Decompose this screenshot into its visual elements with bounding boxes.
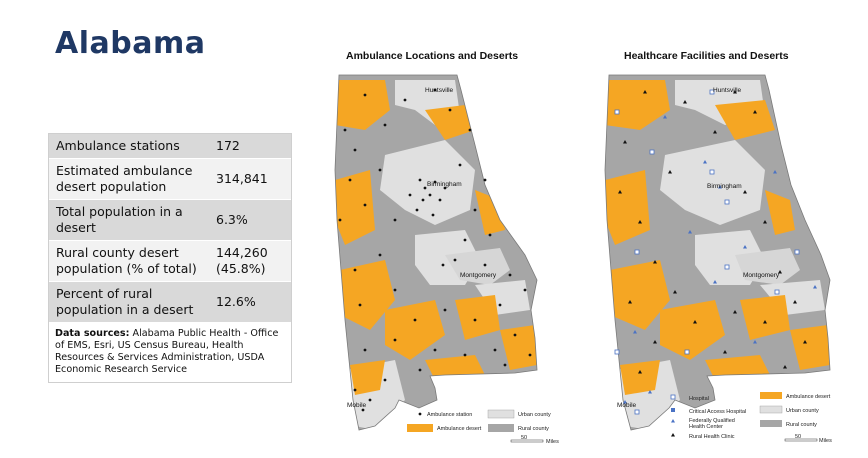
state-shape xyxy=(605,75,830,430)
legend-critical-access: Critical Access Hospital xyxy=(689,409,746,415)
legend-ambulance-desert: Ambulance desert xyxy=(786,394,831,400)
city-label-birmingham: Birmingham xyxy=(707,183,742,190)
city-label-montgomery: Montgomery xyxy=(460,272,497,279)
legend-ambulance-station: Ambulance station xyxy=(427,412,472,418)
stat-value: 144,260 (45.8%) xyxy=(216,245,268,276)
city-label-huntsville: Huntsville xyxy=(713,87,742,94)
city-label-birmingham: Birmingham xyxy=(427,181,462,188)
legend-hospital: Hospital xyxy=(689,396,709,402)
city-label-montgomery: Montgomery xyxy=(743,272,780,279)
fqhc-icon xyxy=(671,419,675,423)
stat-label: Rural county desert population (% of tot… xyxy=(56,245,197,276)
stat-value: 314,841 xyxy=(216,171,268,186)
stat-label: Estimated ambulance desert population xyxy=(56,163,193,194)
legend-urban-county: Urban county xyxy=(786,408,819,414)
legend-scale-value: 50 xyxy=(795,434,801,440)
fqhc-points xyxy=(623,115,817,404)
stat-row-desert-population: Estimated ambulance desert population 31… xyxy=(49,159,291,200)
ambulance-map: Huntsville Birmingham Montgomery Mobile … xyxy=(334,74,559,445)
stat-value: 6.3% xyxy=(216,212,248,227)
legend-ambulance-desert: Ambulance desert xyxy=(437,426,482,432)
legend-rural-clinic: Rural Health Clinic xyxy=(689,434,735,440)
map-title-healthcare: Healthcare Facilities and Deserts xyxy=(624,50,789,62)
healthcare-map-legend: Hospital Critical Access Hospital Federa… xyxy=(670,392,832,444)
map-title-ambulance: Ambulance Locations and Deserts xyxy=(346,50,519,62)
hospital-points xyxy=(614,89,800,415)
sources-text: Alabama Public Health - Office of EMS, E… xyxy=(55,328,279,375)
stat-row-rural-desert-population: Rural county desert population (% of tot… xyxy=(49,241,291,282)
legend-scale-unit: Miles xyxy=(546,439,559,445)
rural-clinic-icon xyxy=(671,433,675,437)
healthcare-map: Huntsville Birmingham Montgomery Mobile … xyxy=(604,74,832,444)
stat-row-total-population-pct: Total population in a desert 6.3% xyxy=(49,200,291,241)
legend-rural-county: Rural county xyxy=(786,422,817,428)
ambulance-station-points xyxy=(338,88,532,412)
legend-rural-county: Rural county xyxy=(518,426,549,432)
stat-value: 172 xyxy=(216,138,240,153)
stat-row-ambulance-stations: Ambulance stations 172 xyxy=(49,134,291,159)
city-label-mobile: Mobile xyxy=(617,402,637,409)
stat-label: Percent of rural population in a desert xyxy=(56,286,194,317)
sources-label: Data sources: xyxy=(55,328,130,339)
data-sources: Data sources: Alabama Public Health - Of… xyxy=(49,323,291,382)
city-label-mobile: Mobile xyxy=(347,402,367,409)
stat-value: 12.6% xyxy=(216,294,256,309)
critical-access-icon xyxy=(671,408,675,412)
stat-label: Ambulance stations xyxy=(56,138,180,153)
stat-label: Total population in a desert xyxy=(56,204,183,235)
rural-health-clinic-points xyxy=(618,90,807,374)
state-shape xyxy=(335,75,537,430)
stat-row-rural-pct: Percent of rural population in a desert … xyxy=(49,282,291,323)
legend-scale-value: 50 xyxy=(521,435,527,441)
legend-fqhc-line2: Health Center xyxy=(689,424,723,430)
ambulance-map-legend: Ambulance station Urban county Ambulance… xyxy=(407,409,559,445)
legend-scale-unit: Miles xyxy=(819,438,832,444)
page-title: Alabama xyxy=(55,26,206,61)
city-label-huntsville: Huntsville xyxy=(425,87,454,94)
stats-table: Ambulance stations 172 Estimated ambulan… xyxy=(48,133,292,383)
legend-fqhc-line1: Federally Qualified xyxy=(689,418,735,424)
legend-urban-county: Urban county xyxy=(518,412,551,418)
hospital-icon xyxy=(670,394,676,400)
